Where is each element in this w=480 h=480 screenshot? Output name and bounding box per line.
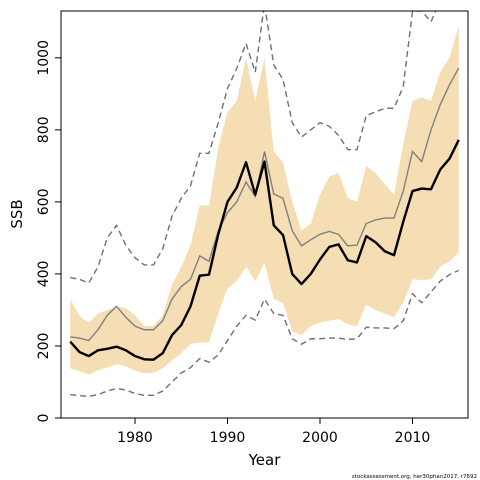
y-tick-label: 800 (36, 116, 52, 143)
dashed-lower-line (70, 269, 460, 398)
estimate-line (69, 139, 460, 361)
y-axis-title: SSB (8, 199, 26, 228)
plot-area (69, 11, 460, 398)
x-axis: 1980 1990 2000 2010 (117, 418, 430, 446)
footnote: stockassessment.org, her30phan2017, r769… (352, 474, 477, 480)
x-tick-label: 1980 (117, 430, 153, 446)
x-tick-label: 1990 (210, 430, 246, 446)
estimate-gray-line (70, 67, 460, 342)
y-axis: 0 200 400 600 800 1000 (36, 40, 61, 422)
y-tick-label: 600 (36, 189, 52, 216)
x-axis-title: Year (248, 451, 282, 469)
plot-frame (60, 10, 469, 419)
confidence-band (70, 25, 459, 375)
x-tick-label: 2010 (395, 430, 431, 446)
y-tick-label: 200 (36, 333, 52, 360)
x-tick-label: 2000 (302, 430, 338, 446)
y-tick-label: 0 (36, 414, 52, 423)
y-tick-label: 400 (36, 261, 52, 288)
dashed-upper-line (70, 11, 437, 284)
y-tick-label: 1000 (36, 40, 52, 76)
